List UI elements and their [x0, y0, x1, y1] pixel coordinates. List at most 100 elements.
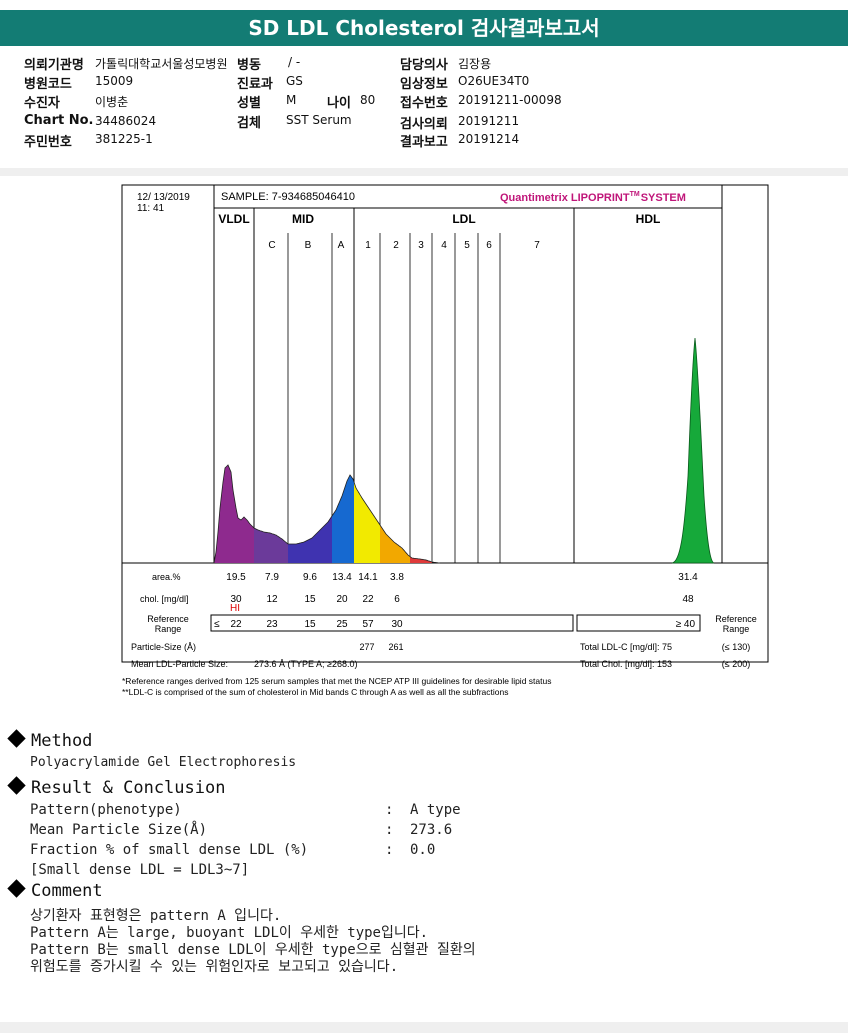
report-title: SD LDL Cholesterol 검사결과보고서 — [0, 10, 848, 46]
curves — [213, 337, 715, 564]
ref-right-1: Reference — [715, 614, 757, 624]
specimen-label: 검체 — [237, 116, 261, 131]
age-value: 80 — [360, 93, 376, 107]
name-label: 수진자 — [24, 96, 60, 111]
method-heading: Method — [7, 729, 93, 751]
band-labels: C B A 1 2 3 4 5 6 7 — [268, 240, 540, 251]
band-dividers — [213, 208, 575, 563]
mid-a-area — [332, 475, 354, 563]
ref-box-right — [576, 614, 701, 632]
clinical-value: O26UE34T0 — [458, 74, 530, 88]
area-value-3: 13.4 — [332, 572, 352, 583]
group-mid: MID — [292, 212, 314, 226]
band-label-C: C — [268, 240, 275, 251]
comment-line-2: Pattern A는 large, buoyant LDL이 우세한 type입… — [30, 925, 429, 941]
method-text: Polyacrylamide Gel Electrophoresis — [30, 755, 297, 770]
result-heading: Result & Conclusion — [7, 776, 226, 798]
result-heading-text: Result & Conclusion — [31, 778, 226, 798]
band-label-B: B — [305, 240, 312, 251]
chart-date: 12/ 13/2019 — [137, 192, 190, 203]
ward-value: / - — [288, 55, 301, 69]
mid-b-area — [288, 516, 332, 563]
result-value-3: 0.0 — [410, 842, 436, 858]
age-label: 나이 — [327, 96, 351, 111]
diamond-bullet-icon — [7, 776, 26, 795]
chol-value-4: 22 — [362, 594, 374, 605]
total-chol-ref: (≤ 200) — [722, 659, 750, 669]
system-name-main: Quantimetrix LIPOPRINT — [500, 192, 630, 204]
result-label-2: Mean Particle Size(Å) — [30, 822, 208, 838]
band-label-4: 4 — [441, 240, 447, 251]
dept-value: GS — [286, 74, 303, 88]
hospital-label: 의뢰기관명 — [24, 58, 84, 73]
diamond-bullet-icon — [7, 879, 26, 898]
separator-band — [0, 168, 848, 176]
chol-value-5: 6 — [394, 594, 400, 605]
comment-line-1: 상기환자 표현형은 pattern A 입니다. — [30, 908, 282, 924]
id-value: 381225-1 — [95, 132, 153, 146]
ref-box-left — [210, 614, 574, 632]
ward-label: 병동 — [237, 58, 261, 73]
band-label-2: 2 — [393, 240, 399, 251]
hi-flag: HI — [230, 603, 240, 614]
area-value-5: 3.8 — [390, 572, 404, 583]
ref-value-3: 25 — [336, 619, 348, 630]
system-name: Quantimetrix LIPOPRINTTMSYSTEM — [500, 191, 686, 204]
footnote-1: *Reference ranges derived from 125 serum… — [122, 676, 551, 686]
area-hdl: 31.4 — [678, 572, 698, 583]
id-label: 주민번호 — [24, 135, 72, 150]
ref-value-5: 30 — [391, 619, 403, 630]
clinical-label: 임상정보 — [400, 77, 448, 92]
chart-frame — [121, 184, 769, 663]
total-ldl-ref: (≤ 130) — [722, 642, 750, 652]
lipoprotein-curve — [213, 464, 441, 564]
lipoprint-chart: 12/ 13/2019 11: 41 SAMPLE: 7-93468504641… — [121, 184, 769, 697]
ref-value-2: 15 — [304, 619, 316, 630]
band-label-5: 5 — [464, 240, 470, 251]
request-value: 20191211 — [458, 114, 520, 128]
group-hdl: HDL — [636, 212, 661, 226]
group-vldl: VLDL — [218, 212, 249, 226]
receipt-value: 20191211-00098 — [458, 93, 562, 107]
method-heading-text: Method — [31, 731, 93, 751]
chol-value-2: 15 — [304, 594, 316, 605]
hdl-peak — [671, 337, 715, 564]
result-note: [Small dense LDL = LDL3~7] — [30, 862, 250, 878]
system-tm: TM — [630, 191, 640, 198]
band-label-6: 6 — [486, 240, 492, 251]
result-label-3: Fraction % of small dense LDL (%) — [30, 842, 309, 858]
result-sep-3: : — [385, 842, 394, 858]
code-value: 15009 — [95, 74, 134, 88]
chol-hdl: 48 — [682, 594, 694, 605]
vldl-area — [214, 465, 254, 563]
result-sep-1: : — [385, 802, 394, 818]
receipt-label: 접수번호 — [400, 96, 448, 111]
ldl1-area — [354, 482, 380, 563]
doctor-label: 담당의사 — [400, 58, 448, 73]
ldl2-area — [380, 525, 410, 563]
ref-row-label: Reference Range — [147, 614, 189, 634]
area-value-0: 19.5 — [226, 572, 246, 583]
band-label-1: 1 — [365, 240, 371, 251]
diamond-bullet-icon — [7, 729, 26, 748]
ref-right-label: Reference Range — [715, 614, 757, 634]
mid-c-area — [254, 528, 288, 563]
name-value: 이병춘 — [95, 95, 129, 109]
area-row-label: area.% — [152, 572, 181, 582]
chol-value-1: 12 — [266, 594, 278, 605]
ref-prefix: ≤ — [214, 619, 220, 630]
hospital-value: 가톨릭대학교서울성모병원 — [95, 57, 228, 71]
report-label: 결과보고 — [400, 135, 448, 150]
specimen-value: SST Serum — [286, 113, 352, 127]
dept-label: 진료과 — [237, 77, 273, 92]
total-ldl: Total LDL-C [mg/dl]: 75 — [580, 642, 672, 652]
mean-size-value: 273.6 Å (TYPE A; ≥268.0) — [254, 659, 358, 669]
footer-band — [0, 1022, 848, 1033]
chol-row-label: chol. [mg/dl] — [140, 594, 189, 604]
sex-label: 성별 — [237, 96, 261, 111]
band-label-3: 3 — [418, 240, 424, 251]
group-ldl: LDL — [452, 212, 475, 226]
ref-right-2: Range — [723, 624, 750, 634]
total-chol: Total Chol. [mg/dl]: 153 — [580, 659, 672, 669]
comment-line-4: 위험도를 증가시킬 수 있는 위험인자로 보고되고 있습니다. — [30, 959, 399, 975]
